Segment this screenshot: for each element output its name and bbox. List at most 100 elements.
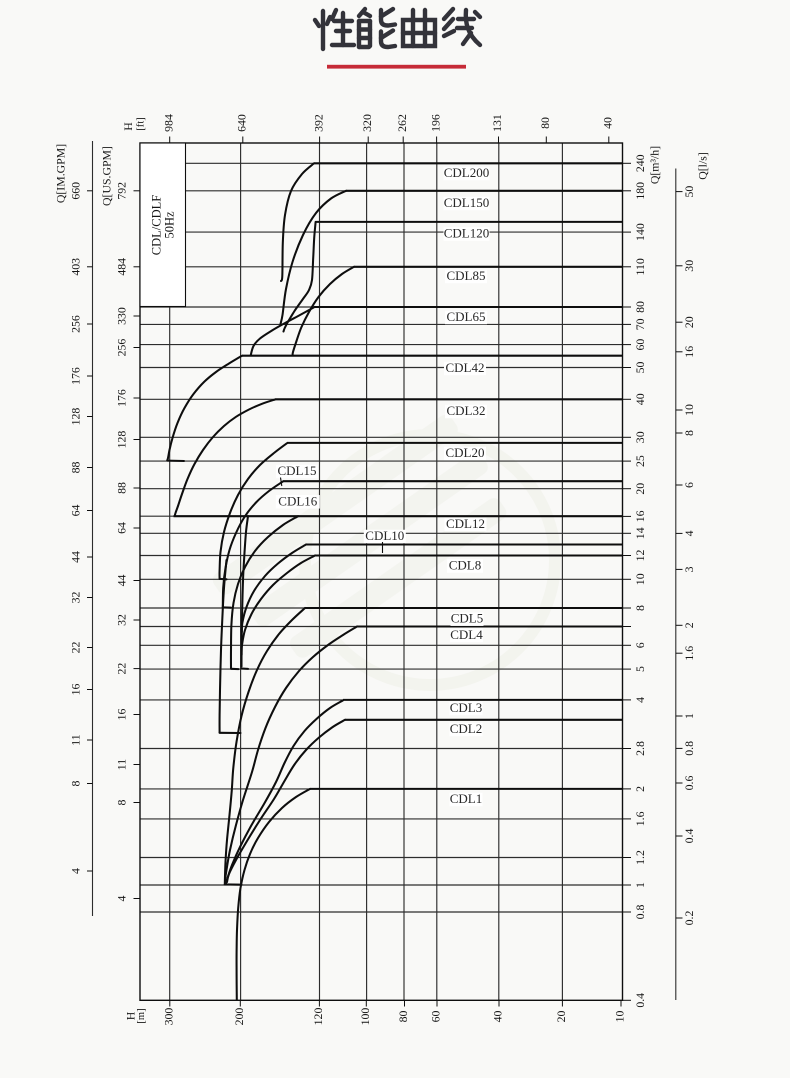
svg-text:60: 60 <box>429 1011 443 1023</box>
svg-text:25: 25 <box>633 455 647 467</box>
svg-text:640: 640 <box>235 114 249 132</box>
svg-text:256: 256 <box>69 315 83 333</box>
svg-text:1: 1 <box>633 882 647 888</box>
svg-text:16: 16 <box>69 684 83 696</box>
svg-text:CDL85: CDL85 <box>447 268 486 283</box>
svg-text:240: 240 <box>633 154 647 172</box>
svg-text:80: 80 <box>538 117 552 129</box>
svg-text:Q[US.GPM]: Q[US.GPM] <box>100 146 114 206</box>
svg-text:CDL150: CDL150 <box>444 195 490 210</box>
svg-text:H: H <box>121 122 135 131</box>
svg-text:6: 6 <box>633 642 647 648</box>
svg-text:20: 20 <box>633 483 647 495</box>
svg-text:6: 6 <box>682 482 696 488</box>
svg-text:0.6: 0.6 <box>682 776 696 791</box>
svg-text:1.2: 1.2 <box>633 850 647 865</box>
svg-text:CDL65: CDL65 <box>447 309 486 324</box>
svg-text:50: 50 <box>633 362 647 374</box>
svg-text:200: 200 <box>232 1008 246 1026</box>
svg-text:0.4: 0.4 <box>682 829 696 844</box>
svg-text:Q[m³/h]: Q[m³/h] <box>648 146 662 184</box>
svg-text:30: 30 <box>682 260 696 272</box>
svg-text:4: 4 <box>633 697 647 703</box>
svg-text:22: 22 <box>69 642 83 654</box>
svg-text:CDL12: CDL12 <box>446 516 485 531</box>
svg-text:80: 80 <box>396 1011 410 1023</box>
svg-text:CDL/CDLF: CDL/CDLF <box>149 195 163 255</box>
svg-text:2.8: 2.8 <box>633 741 647 756</box>
svg-text:180: 180 <box>633 182 647 200</box>
svg-text:CDL2: CDL2 <box>450 721 483 736</box>
svg-text:14: 14 <box>633 527 647 539</box>
svg-text:44: 44 <box>115 575 129 587</box>
svg-text:403: 403 <box>69 258 83 276</box>
svg-text:50: 50 <box>682 186 696 198</box>
svg-text:0.8: 0.8 <box>633 905 647 920</box>
svg-text:20: 20 <box>554 1011 568 1023</box>
svg-text:1: 1 <box>682 713 696 719</box>
svg-text:196: 196 <box>428 114 442 132</box>
svg-text:CDL10: CDL10 <box>365 528 404 543</box>
svg-text:2: 2 <box>633 786 647 792</box>
svg-text:2: 2 <box>682 622 696 628</box>
svg-text:Q[l/s]: Q[l/s] <box>696 152 710 180</box>
svg-text:CDL200: CDL200 <box>444 165 490 180</box>
svg-text:CDL8: CDL8 <box>449 557 482 572</box>
svg-text:4: 4 <box>115 895 129 901</box>
svg-text:3: 3 <box>682 566 696 572</box>
svg-text:[m]: [m] <box>136 1008 147 1023</box>
svg-text:CDL3: CDL3 <box>450 700 483 715</box>
svg-text:660: 660 <box>69 182 83 200</box>
svg-text:64: 64 <box>115 522 129 534</box>
svg-text:0.8: 0.8 <box>682 741 696 756</box>
svg-text:131: 131 <box>490 114 504 132</box>
svg-text:40: 40 <box>633 393 647 405</box>
svg-text:300: 300 <box>162 1008 176 1026</box>
svg-text:10: 10 <box>682 404 696 416</box>
svg-text:88: 88 <box>115 482 129 494</box>
svg-text:30: 30 <box>633 431 647 443</box>
svg-text:64: 64 <box>69 505 83 517</box>
svg-text:120: 120 <box>311 1008 325 1026</box>
svg-text:8: 8 <box>115 799 129 805</box>
svg-text:1.6: 1.6 <box>682 646 696 661</box>
svg-text:4: 4 <box>69 868 83 874</box>
svg-text:0.2: 0.2 <box>682 911 696 926</box>
svg-text:60: 60 <box>633 339 647 351</box>
svg-text:176: 176 <box>69 367 83 385</box>
svg-text:484: 484 <box>115 258 129 276</box>
svg-text:CDL16: CDL16 <box>278 493 318 508</box>
svg-text:792: 792 <box>115 182 129 200</box>
svg-text:CDL1: CDL1 <box>450 791 483 806</box>
svg-text:140: 140 <box>633 223 647 241</box>
svg-text:392: 392 <box>311 114 325 132</box>
svg-text:8: 8 <box>69 780 83 786</box>
svg-text:10: 10 <box>613 1011 627 1023</box>
svg-text:4: 4 <box>682 530 696 536</box>
svg-text:330: 330 <box>115 307 129 325</box>
svg-text:262: 262 <box>395 114 409 132</box>
svg-text:CDL4: CDL4 <box>450 627 483 642</box>
svg-text:32: 32 <box>115 614 129 626</box>
svg-text:100: 100 <box>358 1008 372 1026</box>
svg-text:22: 22 <box>115 663 129 675</box>
svg-text:CDL15: CDL15 <box>278 463 317 478</box>
svg-text:50Hz: 50Hz <box>162 211 176 239</box>
svg-text:CDL42: CDL42 <box>446 360 485 375</box>
svg-text:984: 984 <box>161 114 175 132</box>
svg-text:16: 16 <box>633 510 647 522</box>
svg-text:0.4: 0.4 <box>633 993 647 1008</box>
svg-text:256: 256 <box>115 339 129 357</box>
svg-text:5: 5 <box>633 666 647 672</box>
svg-text:110: 110 <box>633 258 647 275</box>
svg-text:40: 40 <box>491 1011 505 1023</box>
svg-text:16: 16 <box>682 346 696 358</box>
svg-text:176: 176 <box>115 389 129 407</box>
svg-text:70: 70 <box>633 318 647 330</box>
svg-text:8: 8 <box>682 430 696 436</box>
svg-text:10: 10 <box>633 573 647 585</box>
svg-text:88: 88 <box>69 462 83 474</box>
svg-text:16: 16 <box>115 709 129 721</box>
svg-text:H: H <box>124 1011 138 1020</box>
svg-text:CDL20: CDL20 <box>446 445 485 460</box>
